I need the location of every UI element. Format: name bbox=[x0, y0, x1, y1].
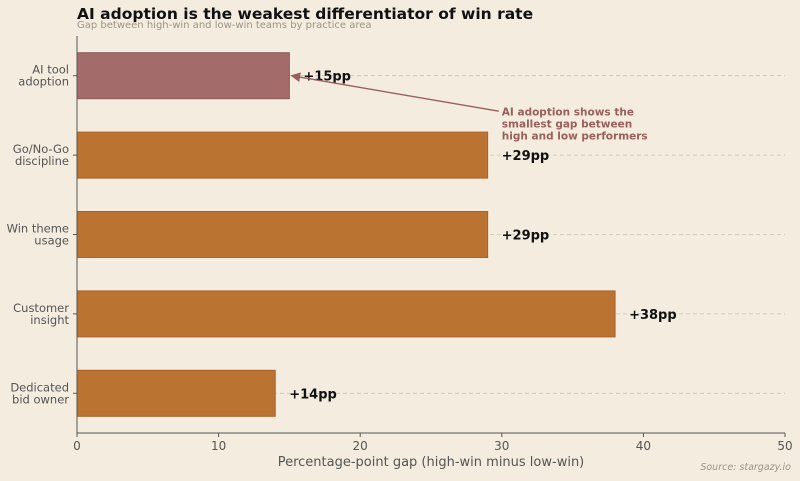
annotation-arrow bbox=[290, 72, 499, 112]
category-label-line: Win theme bbox=[7, 222, 69, 236]
data-label: +29pp bbox=[502, 149, 550, 164]
category-label: Go/No-Go discipline bbox=[13, 142, 69, 168]
x-tick-label: 0 bbox=[73, 439, 81, 453]
annotation-line: high and low performers bbox=[502, 131, 648, 143]
bar bbox=[76, 369, 276, 417]
chart-title: AI adoption is the weakest differentiato… bbox=[77, 5, 534, 23]
category-label-line: Dedicated bbox=[10, 380, 69, 394]
data-label: +29pp bbox=[502, 229, 550, 244]
x-tick-label: 10 bbox=[211, 439, 226, 453]
chart-subtitle: Gap between high-win and low-win teams b… bbox=[77, 20, 372, 31]
category-label: Customer insight bbox=[13, 301, 69, 327]
category-label-line: insight bbox=[30, 313, 69, 327]
data-label: +14pp bbox=[289, 387, 337, 402]
bar bbox=[76, 211, 489, 258]
category-label-line: usage bbox=[34, 234, 69, 248]
category-label-line: bid owner bbox=[12, 392, 69, 406]
x-tick-label: 40 bbox=[636, 439, 651, 453]
bar-highlight bbox=[76, 52, 290, 100]
x-tick-label: 30 bbox=[494, 439, 509, 453]
category-label: AI tool adoption bbox=[18, 63, 69, 89]
category-label-line: Customer bbox=[13, 301, 69, 315]
category-label-line: adoption bbox=[18, 75, 69, 89]
category-label-line: Go/No-Go bbox=[13, 142, 69, 156]
bar bbox=[76, 131, 489, 179]
category-label: Dedicated bid owner bbox=[10, 380, 69, 406]
category-label-line: discipline bbox=[15, 154, 69, 168]
category-label-line: AI tool bbox=[32, 63, 69, 77]
annotation-line: AI adoption shows the bbox=[502, 107, 634, 119]
x-tick-label: 50 bbox=[777, 439, 792, 453]
x-tick-label: 20 bbox=[353, 439, 368, 453]
data-label: +38pp bbox=[629, 308, 677, 323]
annotation-text: AI adoption shows the smallest gap betwee… bbox=[502, 107, 648, 143]
source-note: Source: stargazy.io bbox=[700, 462, 791, 473]
annotation-line: smallest gap between bbox=[502, 119, 632, 131]
data-label: +15pp bbox=[303, 70, 351, 85]
bar bbox=[76, 290, 616, 338]
x-axis-title: Percentage-point gap (high-win minus low… bbox=[278, 455, 585, 470]
category-label: Win theme usage bbox=[7, 222, 69, 248]
